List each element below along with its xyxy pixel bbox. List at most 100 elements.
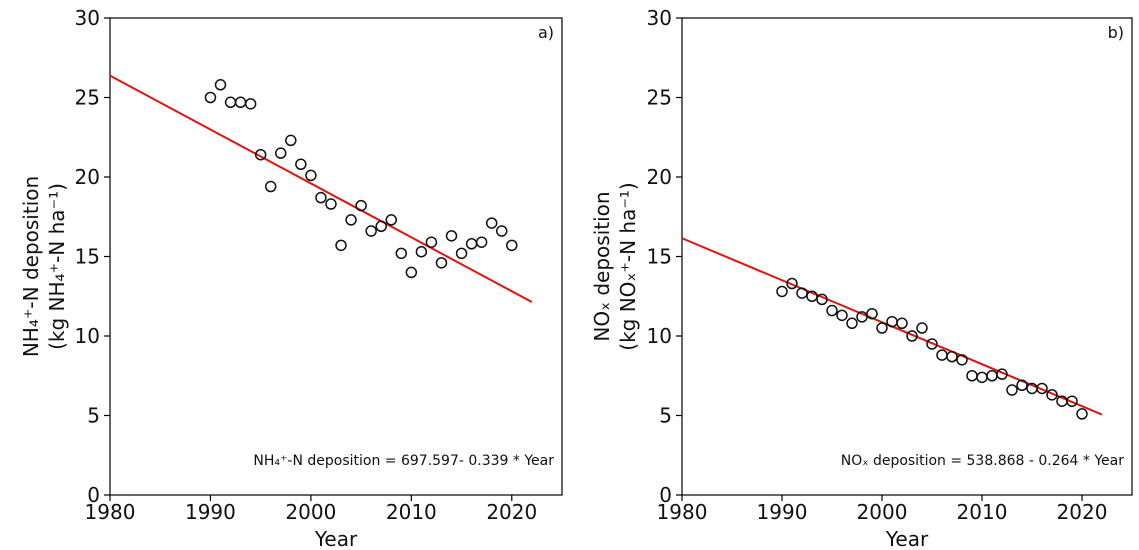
y-tick-label: 20	[75, 165, 100, 189]
data-point	[916, 322, 928, 334]
y-tick-label: 20	[647, 165, 672, 189]
data-point	[385, 214, 397, 226]
data-point	[264, 180, 277, 193]
data-point	[335, 239, 347, 252]
x-tick-label: 1980	[85, 500, 136, 524]
data-point	[485, 217, 498, 229]
data-point	[876, 322, 888, 334]
panel-label: b)	[1108, 23, 1124, 42]
y-tick-label: 5	[659, 404, 672, 428]
x-tick-label: 2020	[1057, 500, 1108, 524]
data-point	[325, 198, 337, 210]
data-point	[796, 287, 808, 299]
data-point	[866, 307, 878, 320]
data-point	[375, 220, 387, 233]
y-axis-units: (kg NOₓ⁺-N ha⁻¹)	[616, 182, 640, 350]
x-tick-label: 1990	[757, 500, 808, 524]
data-point	[445, 230, 458, 242]
data-point	[1016, 379, 1028, 392]
data-point	[214, 79, 227, 91]
data-point	[285, 134, 297, 147]
regression-equation: NOₓ deposition = 538.868 - 0.264 * Year	[841, 453, 1124, 469]
data-point	[1036, 382, 1048, 395]
x-tick-label: 2020	[486, 500, 537, 524]
data-point	[204, 91, 217, 104]
data-point	[816, 293, 828, 306]
plot-frame	[681, 17, 1133, 496]
x-tick-label: 2000	[857, 500, 908, 524]
y-axis-units: (kg NH₄⁺-N ha⁻¹)	[45, 183, 69, 350]
data-point	[465, 238, 478, 250]
y-tick-label: 5	[87, 404, 100, 428]
data-point	[956, 354, 968, 366]
data-point	[475, 236, 488, 248]
data-point	[315, 191, 327, 204]
data-point	[244, 98, 257, 110]
data-point	[946, 350, 958, 363]
data-point	[345, 214, 357, 226]
y-axis-title: NOₓ deposition	[590, 191, 614, 341]
data-point	[996, 368, 1008, 380]
panel-a: 0 5 10 15 20 25 30 1980 1990 2000 2010 2020 Year NH₄⁺…	[19, 6, 563, 550]
regression-line	[109, 74, 533, 303]
y-tick-label: 0	[87, 483, 100, 507]
y-tick-label: 30	[647, 6, 672, 30]
data-point	[846, 317, 858, 330]
data-point	[405, 266, 418, 279]
data-point	[886, 315, 898, 328]
y-tick-label: 30	[75, 6, 100, 30]
data-point	[355, 199, 367, 212]
data-point	[224, 96, 237, 109]
data-point	[986, 370, 998, 382]
y-tick-label: 15	[647, 245, 672, 269]
data-point	[506, 239, 518, 252]
data-point	[776, 285, 788, 298]
y-tick-label: 25	[647, 86, 672, 110]
data-point	[836, 309, 848, 322]
y-tick-label: 25	[75, 86, 100, 110]
data-point	[495, 225, 508, 237]
y-tick-label: 15	[75, 245, 100, 269]
x-tick-label: 2010	[957, 500, 1008, 524]
data-point	[365, 225, 377, 237]
data-point	[435, 257, 448, 269]
data-point	[1066, 395, 1078, 407]
data-point	[826, 304, 838, 317]
y-axis-title: NH₄⁺-N deposition	[19, 176, 43, 357]
panel-b: 0 5 10 15 20 25 30 1980 1990 2000 2010 2020 Year NOₓ …	[590, 6, 1133, 550]
data-point	[455, 247, 468, 260]
data-point	[275, 147, 287, 159]
data-point	[976, 371, 988, 384]
x-axis-title: Year	[314, 527, 358, 550]
panel-label: a)	[538, 23, 554, 42]
data-point	[966, 370, 978, 382]
data-point	[234, 96, 247, 109]
x-tick-label: 2010	[386, 500, 437, 524]
y-tick-label: 10	[75, 324, 100, 348]
y-tick-label: 10	[647, 324, 672, 348]
x-axis-title: Year	[885, 527, 929, 550]
data-point	[906, 330, 918, 342]
data-point	[305, 169, 317, 182]
data-point	[806, 290, 818, 302]
data-point	[1076, 408, 1088, 420]
data-point	[896, 317, 908, 330]
data-point	[415, 245, 428, 258]
data-point	[395, 247, 408, 260]
data-point	[786, 277, 798, 290]
data-point	[254, 148, 267, 161]
plot-frame	[109, 17, 563, 496]
data-point	[856, 311, 868, 323]
x-tick-label: 1990	[185, 500, 236, 524]
data-point	[1006, 384, 1018, 396]
y-tick-label: 0	[659, 483, 672, 507]
x-tick-label: 2000	[285, 500, 336, 524]
data-point	[936, 349, 948, 361]
data-point	[295, 158, 307, 171]
data-point	[926, 338, 938, 350]
regression-equation: NH₄⁺-N deposition = 697.597- 0.339 * Yea…	[253, 453, 554, 469]
x-tick-label: 1980	[657, 500, 708, 524]
data-point	[1046, 389, 1058, 401]
data-point	[425, 236, 438, 248]
